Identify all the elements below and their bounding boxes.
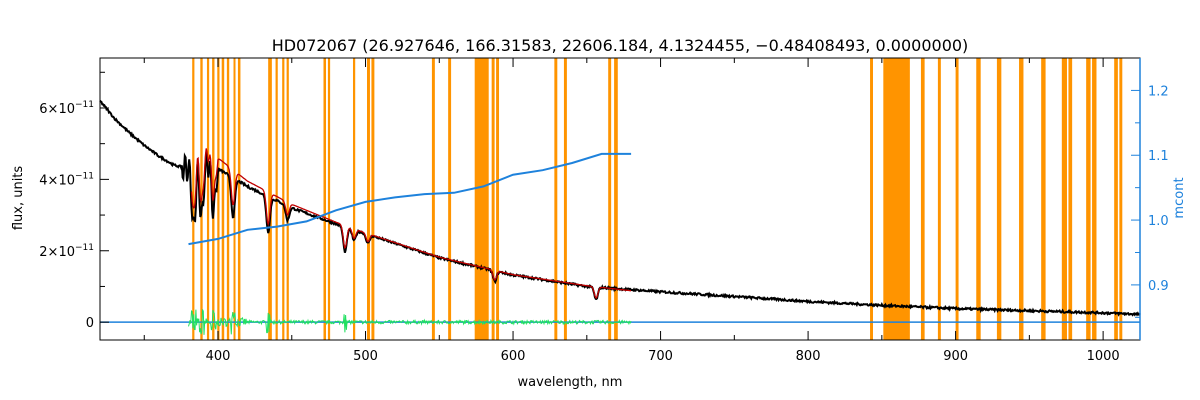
- y-tick-label: 6×10−11: [39, 100, 94, 117]
- x-axis-label: wavelength, nm: [518, 375, 623, 390]
- mask-band-5: [221, 58, 225, 340]
- mask-band-17: [371, 58, 375, 340]
- mask-band-27: [870, 58, 873, 340]
- y-tick-label: 0: [86, 316, 94, 331]
- mask-band-6: [226, 58, 230, 340]
- y-tick-exponent: −11: [75, 243, 94, 253]
- x-tick-label: 900: [943, 349, 968, 364]
- mask-band-15: [352, 58, 356, 340]
- mask-band-9: [268, 58, 272, 340]
- mask-band-30: [937, 58, 941, 340]
- mask-band-23: [554, 58, 558, 340]
- mask-bands: [192, 58, 1123, 340]
- mask-band-11: [282, 58, 285, 340]
- y2-tick-label: 0.9: [1148, 279, 1169, 294]
- mask-band-24: [563, 58, 567, 340]
- y2-tick-label: 1.0: [1148, 214, 1169, 229]
- y-tick-exponent: −11: [75, 171, 94, 181]
- chart-title: HD072067 (26.927646, 166.31583, 22606.18…: [272, 36, 969, 55]
- mask-band-16: [367, 58, 370, 340]
- mask-band-41: [1119, 58, 1123, 340]
- axes-layer: 400 500 600 700 800 900 1000 0 2×10−11 4×10−11 6×1…: [39, 58, 1169, 364]
- mask-band-37: [1068, 58, 1073, 340]
- x-tick-label: 800: [796, 349, 821, 364]
- residual-line: [188, 309, 632, 335]
- mask-band-32: [976, 58, 981, 340]
- mask-band-22: [496, 58, 500, 340]
- mask-band-28: [883, 58, 910, 340]
- continuum-line: [188, 152, 632, 246]
- x-tick-label: 1000: [1087, 349, 1120, 364]
- y2-tick-label: 1.1: [1148, 149, 1169, 164]
- mask-band-34: [1019, 58, 1024, 340]
- mask-band-39: [1092, 58, 1097, 340]
- mask-band-20: [474, 58, 489, 340]
- y-axis-label: flux, units: [11, 166, 26, 231]
- mask-band-13: [323, 58, 326, 340]
- mask-band-36: [1061, 58, 1067, 340]
- mask-band-35: [1041, 58, 1046, 340]
- mask-band-33: [996, 58, 1002, 340]
- mask-band-21: [491, 58, 495, 340]
- mask-band-29: [920, 58, 925, 340]
- x-tick-label: 400: [206, 349, 231, 364]
- mask-band-8: [237, 58, 241, 340]
- y-tick-exponent: −11: [75, 100, 94, 110]
- mask-band-40: [1114, 58, 1118, 340]
- mask-band-31: [955, 58, 959, 340]
- mask-band-14: [327, 58, 331, 340]
- mask-band-38: [1086, 58, 1091, 340]
- x-tick-label: 600: [501, 349, 526, 364]
- series-layer: [99, 99, 1141, 335]
- mask-band-4: [217, 58, 220, 340]
- plot-frame: [99, 57, 1141, 341]
- mask-band-26: [614, 58, 618, 340]
- y2-tick-label: 1.2: [1148, 84, 1169, 99]
- observed-spectrum-line: [99, 99, 1141, 317]
- x-tick-label: 500: [353, 349, 378, 364]
- y2-axis-label: mcont: [1172, 177, 1187, 218]
- mask-band-12: [286, 58, 289, 340]
- mask-band-18: [431, 58, 435, 340]
- mask-band-2: [206, 58, 210, 340]
- y-tick-label: 2×10−11: [39, 243, 94, 260]
- mask-band-0: [192, 58, 195, 340]
- mask-band-19: [448, 58, 452, 340]
- mask-band-25: [608, 58, 612, 340]
- x-tick-label: 700: [648, 349, 673, 364]
- y-tick-label: 4×10−11: [39, 171, 94, 188]
- model-spectrum-line: [190, 148, 632, 299]
